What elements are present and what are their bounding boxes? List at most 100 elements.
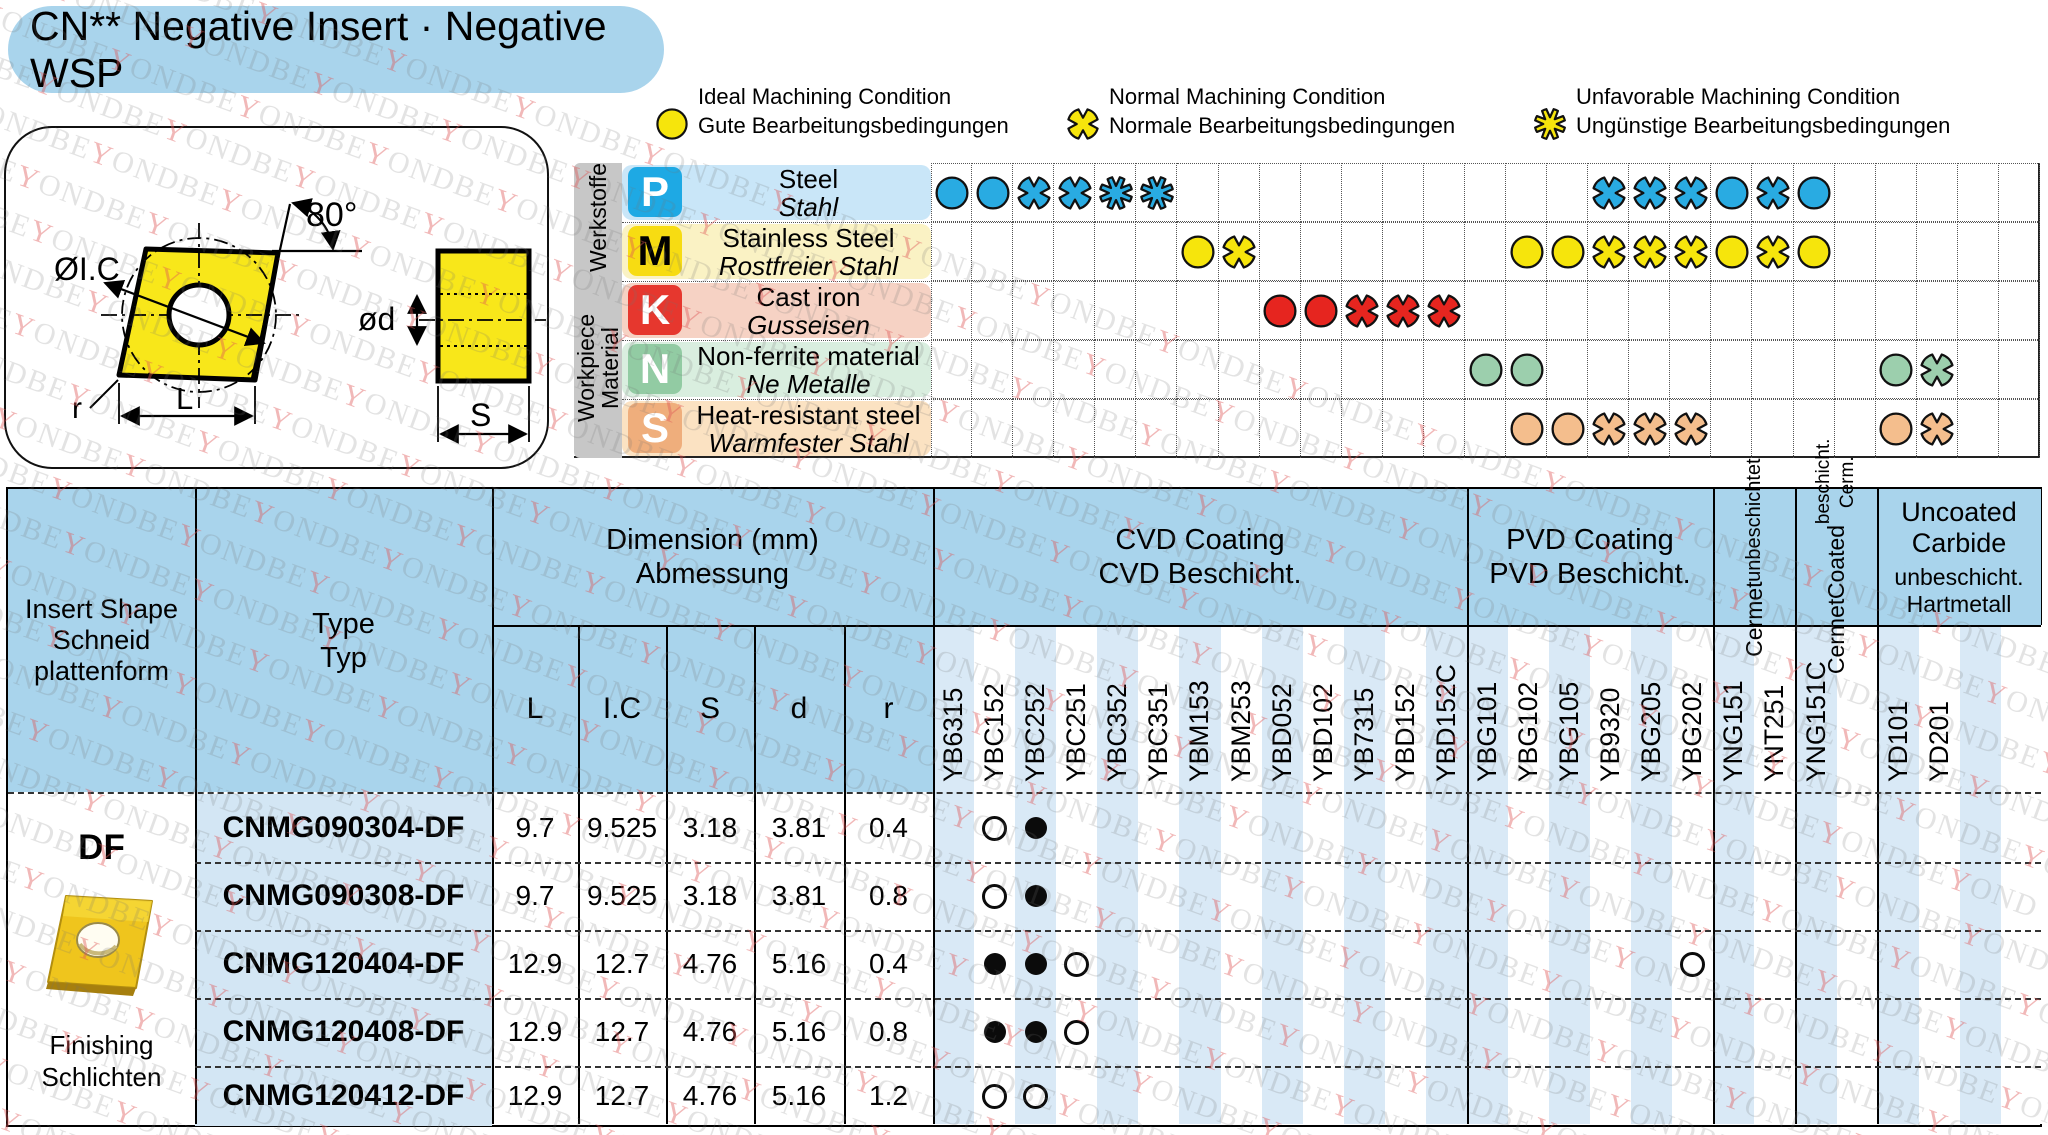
grade-column-label-YBG205: YBG205: [1636, 681, 1667, 782]
condition-cell: [1834, 222, 1876, 281]
grade-dot-open-YBC251: [1064, 1019, 1090, 1045]
table-vline: [195, 489, 197, 1124]
workpiece-material-table: Workpiece Material Werkstoffe P Steel Stah…: [573, 163, 2040, 458]
dim-value-IC: 9.525: [586, 880, 658, 911]
condition-cell: [1711, 399, 1753, 458]
condition-cell: [1588, 340, 1630, 399]
condition-cell: [1383, 399, 1424, 458]
body-stripe: [933, 792, 975, 1124]
normal-condition-icon: [1633, 411, 1667, 446]
ideal-condition-icon: [656, 108, 688, 140]
side-view-outline: [435, 248, 532, 384]
condition-cell: [1670, 340, 1712, 399]
body-stripe: [1959, 792, 2002, 1124]
workpiece-material-sidebar: Workpiece Material Werkstoffe: [573, 163, 623, 458]
grade-column-label-YBC252: YBC252: [1020, 683, 1051, 782]
condition-cell: [1998, 163, 2040, 222]
condition-cell: [1095, 340, 1137, 399]
condition-cell: [1916, 163, 1958, 222]
dim-value-d: 5.16: [771, 948, 827, 979]
normal-condition-icon: [1756, 175, 1790, 210]
body-stripe: [1631, 792, 1673, 1124]
header-stripe: [1425, 625, 1468, 792]
ideal-condition-icon: [976, 175, 1010, 210]
condition-cell: [1670, 399, 1712, 458]
condition-dot-M-YNG151: [1713, 233, 1751, 276]
condition-cell: [1547, 222, 1589, 281]
material-name-en: Heat-resistant steel: [696, 399, 921, 430]
header-stripe: [1384, 625, 1427, 792]
normal-condition-icon: [1674, 175, 1708, 210]
condition-cell: [1095, 399, 1137, 458]
ideal-condition-icon: [1797, 234, 1831, 269]
condition-cell: [1629, 222, 1671, 281]
condition-cell: [1136, 399, 1178, 458]
material-name-de: Rostfreier Stahl: [718, 250, 899, 281]
body-stripe: [1754, 792, 1797, 1124]
body-stripe: [1220, 792, 1263, 1124]
normal-condition-icon: [1633, 175, 1667, 210]
condition-dot-P-YB6315: [933, 174, 971, 217]
row-divider: [195, 998, 2041, 1000]
grade-column-label-YBM253: YBM253: [1225, 680, 1256, 782]
material-name-P: Steel Stahl: [686, 165, 931, 221]
condition-cell: [1177, 163, 1219, 222]
dim-value-S: 3.18: [682, 880, 738, 911]
condition-dot-P-YNG151: [1713, 174, 1751, 217]
condition-cell: [1054, 340, 1096, 399]
material-name-S: Heat-resistant steel Warmfester Stahl: [686, 399, 931, 457]
grade-column-label-YNG151C: YNG151C: [1800, 661, 1831, 782]
condition-cell: [1916, 222, 1958, 281]
condition-cell: [1382, 281, 1424, 340]
ideal-condition-icon: [1715, 234, 1749, 269]
condition-cell: [1547, 399, 1589, 458]
dim-value-S: 4.76: [682, 1016, 738, 1047]
condition-cell: [1259, 281, 1301, 340]
condition-cell: [1013, 163, 1055, 222]
material-name-N: Non-ferrite material Ne Metalle: [686, 342, 931, 398]
condition-cell: [1382, 163, 1424, 222]
condition-cell: [1834, 281, 1876, 340]
condition-cell: [972, 281, 1014, 340]
condition-dot-P-YBC352: [1097, 174, 1135, 217]
header-stripe: [1466, 625, 1509, 792]
grade-column-label-YBG202: YBG202: [1677, 681, 1708, 782]
header-stripe: [1918, 625, 1961, 792]
condition-cell: [1793, 163, 1835, 222]
header-stripe: [1343, 625, 1386, 792]
dimension-label-hole: ød: [358, 301, 395, 337]
ideal-condition-icon: [1304, 293, 1338, 328]
body-stripe: [1549, 792, 1591, 1124]
dim-value-IC: 9.525: [586, 812, 658, 843]
body-stripe: [1508, 792, 1550, 1124]
grade-dot-filled-YBC152: [983, 953, 1006, 975]
grade-column-label-YBC351: YBC351: [1143, 683, 1174, 782]
condition-cell: [1423, 281, 1465, 340]
condition-dot-P-YBC152: [974, 174, 1012, 217]
dim-value-r: 0.8: [869, 1016, 908, 1047]
table-vline: [933, 489, 935, 1124]
body-stripe: [1302, 792, 1345, 1124]
condition-dot-P-YNT251: [1754, 174, 1792, 217]
condition-cell: [1013, 340, 1055, 399]
header-cermet-coated: Cermet Coated beschicht. Cerm.: [1795, 439, 1877, 675]
dim-value-L: 9.7: [515, 880, 555, 911]
dimension-label-thickness: S: [470, 397, 491, 433]
condition-cell: [972, 163, 1014, 222]
body-stripe: [1097, 792, 1139, 1124]
table-hline: [492, 625, 2041, 627]
condition-cell: [1259, 163, 1301, 222]
grade-column-label-YNT251: YNT251: [1759, 684, 1790, 782]
condition-cell: [1752, 222, 1794, 281]
condition-cell: [1794, 399, 1835, 458]
condition-cell: [1875, 163, 1917, 222]
normal-condition-icon: [1674, 234, 1708, 269]
dim-value-IC: 12.7: [594, 1080, 650, 1111]
radius-leader-line: [89, 379, 119, 409]
type-cell-CNMG090304-DF: CNMG090304-DF: [195, 794, 492, 862]
header-stripe: [1795, 625, 1838, 792]
condition-dot-P-YB9320: [1590, 174, 1628, 217]
dim-value-r: 1.2: [869, 1080, 908, 1111]
ideal-condition-icon: [1551, 234, 1585, 269]
condition-cell: [1547, 281, 1589, 340]
